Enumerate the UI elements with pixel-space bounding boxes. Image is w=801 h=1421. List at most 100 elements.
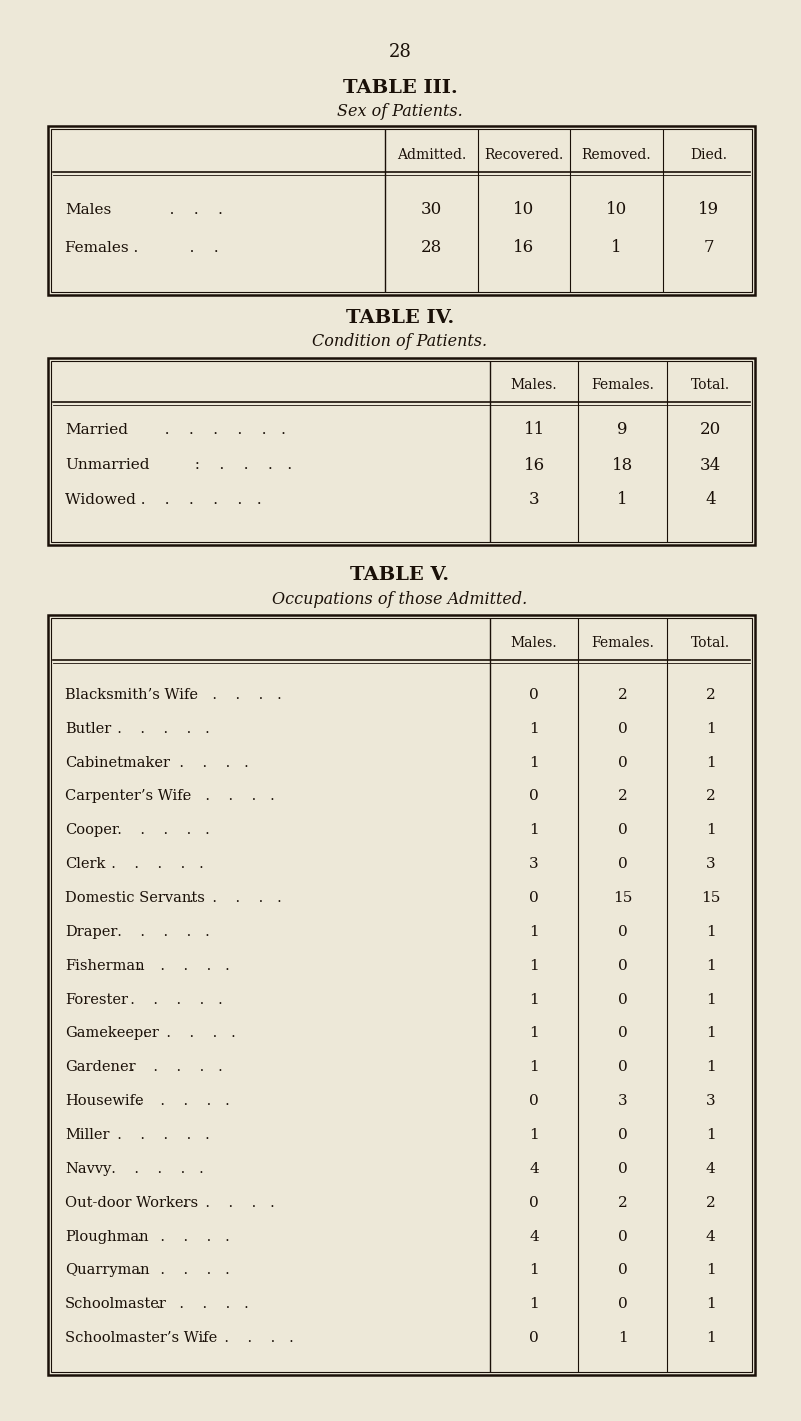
Text: .    .    .    .   .: . . . . . [147,756,249,770]
Text: Draper: Draper [65,925,118,939]
Text: 3: 3 [618,1094,627,1108]
Text: 1: 1 [706,756,716,770]
Text: 10: 10 [606,202,627,219]
Text: .    .: . . [175,242,219,254]
Text: 0: 0 [618,857,627,871]
Text: Males.: Males. [511,637,557,649]
Text: 28: 28 [388,43,412,61]
Text: 1: 1 [529,1060,539,1074]
Text: 0: 0 [618,722,627,736]
Text: .    .    .    .   .: . . . . . [155,493,262,507]
Text: 0: 0 [618,1263,627,1277]
Text: Domestic Servants: Domestic Servants [65,891,205,905]
Text: Total.: Total. [691,637,731,649]
Text: .    .    .: . . . [155,203,223,217]
Text: 1: 1 [706,1026,716,1040]
Text: Gardener: Gardener [65,1060,135,1074]
Text: Gamekeeper: Gamekeeper [65,1026,159,1040]
Text: 2: 2 [706,1195,716,1209]
Text: 1: 1 [529,1128,539,1142]
Bar [51,618,752,1373]
Text: .    .    .    .   .: . . . . . [127,959,229,973]
Text: 34: 34 [700,456,722,473]
Text: Removed.: Removed. [582,148,651,162]
Bar [48,615,755,1376]
Text: Recovered.: Recovered. [484,148,563,162]
Text: Females .: Females . [65,242,139,254]
Text: 0: 0 [529,891,539,905]
Text: 0: 0 [618,993,627,1006]
Bar [48,126,755,296]
Text: 2: 2 [618,1195,627,1209]
Text: 3: 3 [529,492,540,509]
Text: Blacksmith’s Wife: Blacksmith’s Wife [65,688,198,702]
Text: Females.: Females. [591,378,654,392]
Text: Sex of Patients.: Sex of Patients. [337,104,463,121]
Text: Schoolmaster’s Wife: Schoolmaster’s Wife [65,1331,217,1346]
Text: .    .    .    .   .: . . . . . [127,1263,229,1277]
Text: 0: 0 [618,925,627,939]
Text: .    .    .    .   .: . . . . . [108,823,210,837]
Text: Clerk: Clerk [65,857,106,871]
Text: 0: 0 [618,1128,627,1142]
Text: 3: 3 [529,857,539,871]
Text: 0: 0 [618,1229,627,1243]
Text: Quarryman: Quarryman [65,1263,150,1277]
Text: 0: 0 [618,1060,627,1074]
Text: 4: 4 [706,492,716,509]
Text: .    .    .    .   .: . . . . . [173,790,275,803]
Text: Ploughman: Ploughman [65,1229,149,1243]
Text: 0: 0 [529,790,539,803]
Bar [51,361,752,541]
Text: 1: 1 [529,823,539,837]
Text: .    .    .    .   .: . . . . . [192,1331,294,1346]
Text: .    .    .    .   .: . . . . . [173,1195,275,1209]
Text: Butler: Butler [65,722,111,736]
Text: 1: 1 [706,1128,716,1142]
Text: 7: 7 [703,240,714,257]
Text: Admitted.: Admitted. [396,148,466,162]
Text: 15: 15 [613,891,632,905]
Text: .    .    .    .   .: . . . . . [108,722,210,736]
Text: 11: 11 [524,422,545,439]
Text: Miller: Miller [65,1128,110,1142]
Text: 0: 0 [618,823,627,837]
Text: 0: 0 [529,1094,539,1108]
Text: 0: 0 [529,1195,539,1209]
Text: 1: 1 [706,1060,716,1074]
Text: Out-door Workers: Out-door Workers [65,1195,198,1209]
Text: 0: 0 [529,688,539,702]
Text: Males: Males [65,203,111,217]
Text: .    .    .    .   .: . . . . . [127,1094,229,1108]
Bar [48,358,755,546]
Text: 1: 1 [529,1263,539,1277]
Text: 9: 9 [618,422,628,439]
Text: 0: 0 [618,1026,627,1040]
Text: .    .    .    .    .   .: . . . . . . [155,423,286,438]
Text: 4: 4 [529,1229,539,1243]
Text: Carpenter’s Wife: Carpenter’s Wife [65,790,191,803]
Text: 0: 0 [618,1162,627,1175]
Text: 3: 3 [706,857,715,871]
Text: 2: 2 [618,790,627,803]
Text: 4: 4 [529,1162,539,1175]
Text: TABLE V.: TABLE V. [351,566,449,584]
Text: 1: 1 [706,1331,716,1346]
Text: 1: 1 [618,1331,627,1346]
Text: Total.: Total. [691,378,731,392]
Text: 1: 1 [706,1297,716,1312]
Text: 1: 1 [529,993,539,1006]
Bar [51,129,752,291]
Text: 2: 2 [706,790,716,803]
Text: Housewife: Housewife [65,1094,143,1108]
Text: .    .    .    .   .: . . . . . [121,1060,223,1074]
Text: .    .    .    .   .: . . . . . [179,891,281,905]
Text: 16: 16 [524,456,545,473]
Text: Navvy: Navvy [65,1162,111,1175]
Text: .    .    .    .   .: . . . . . [102,857,203,871]
Text: Fisherman: Fisherman [65,959,145,973]
Text: 1: 1 [611,240,622,257]
Text: Cooper: Cooper [65,823,119,837]
Text: Unmarried: Unmarried [65,458,150,472]
Text: 1: 1 [529,959,539,973]
